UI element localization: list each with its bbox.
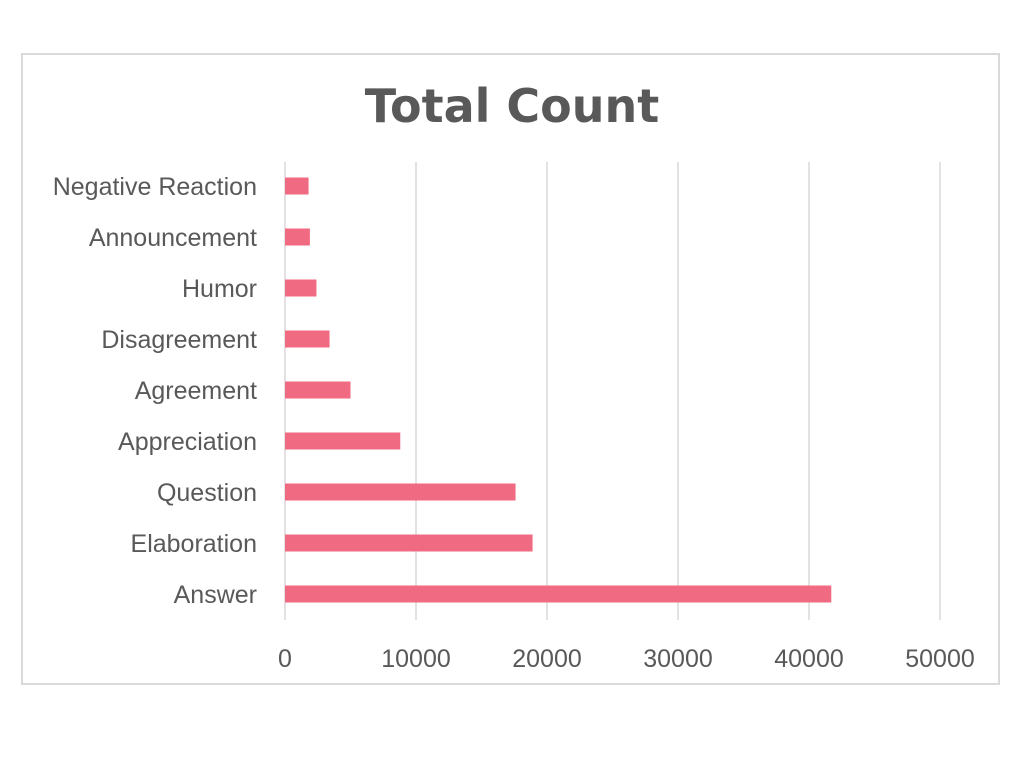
bar-disagreement — [285, 330, 330, 348]
bar-appreciation — [285, 432, 401, 450]
category-label-humor: Humor — [182, 275, 257, 303]
bar-answer — [285, 585, 832, 603]
category-label-announcement: Announcement — [89, 224, 257, 252]
x-axis-tick-labels: 0 10000 20000 30000 40000 50000 — [278, 645, 975, 673]
bar-negative-reaction — [285, 177, 309, 195]
bar-announcement — [285, 228, 310, 246]
category-label-negative-reaction: Negative Reaction — [53, 173, 257, 201]
category-label-appreciation: Appreciation — [118, 428, 257, 456]
x-tick-label-10000: 10000 — [381, 645, 451, 673]
x-tick-label-50000: 50000 — [905, 645, 975, 673]
category-label-disagreement: Disagreement — [101, 326, 257, 354]
bar-question — [285, 483, 516, 501]
bar-agreement — [285, 381, 351, 399]
category-label-question: Question — [157, 479, 257, 507]
x-tick-label-40000: 40000 — [774, 645, 844, 673]
chart-frame — [21, 53, 1000, 685]
chart-title: Total Count — [365, 79, 660, 133]
category-label-answer: Answer — [174, 581, 257, 609]
category-labels: Answer Elaboration Question Appreciation Agr… — [53, 173, 257, 609]
bar-humor — [285, 279, 317, 297]
bar-elaboration — [285, 534, 533, 552]
x-tick-label-20000: 20000 — [512, 645, 582, 673]
category-label-agreement: Agreement — [135, 377, 257, 405]
x-tick-label-0: 0 — [278, 645, 292, 673]
bars — [285, 177, 832, 603]
category-label-elaboration: Elaboration — [131, 530, 257, 558]
x-tick-label-30000: 30000 — [643, 645, 713, 673]
